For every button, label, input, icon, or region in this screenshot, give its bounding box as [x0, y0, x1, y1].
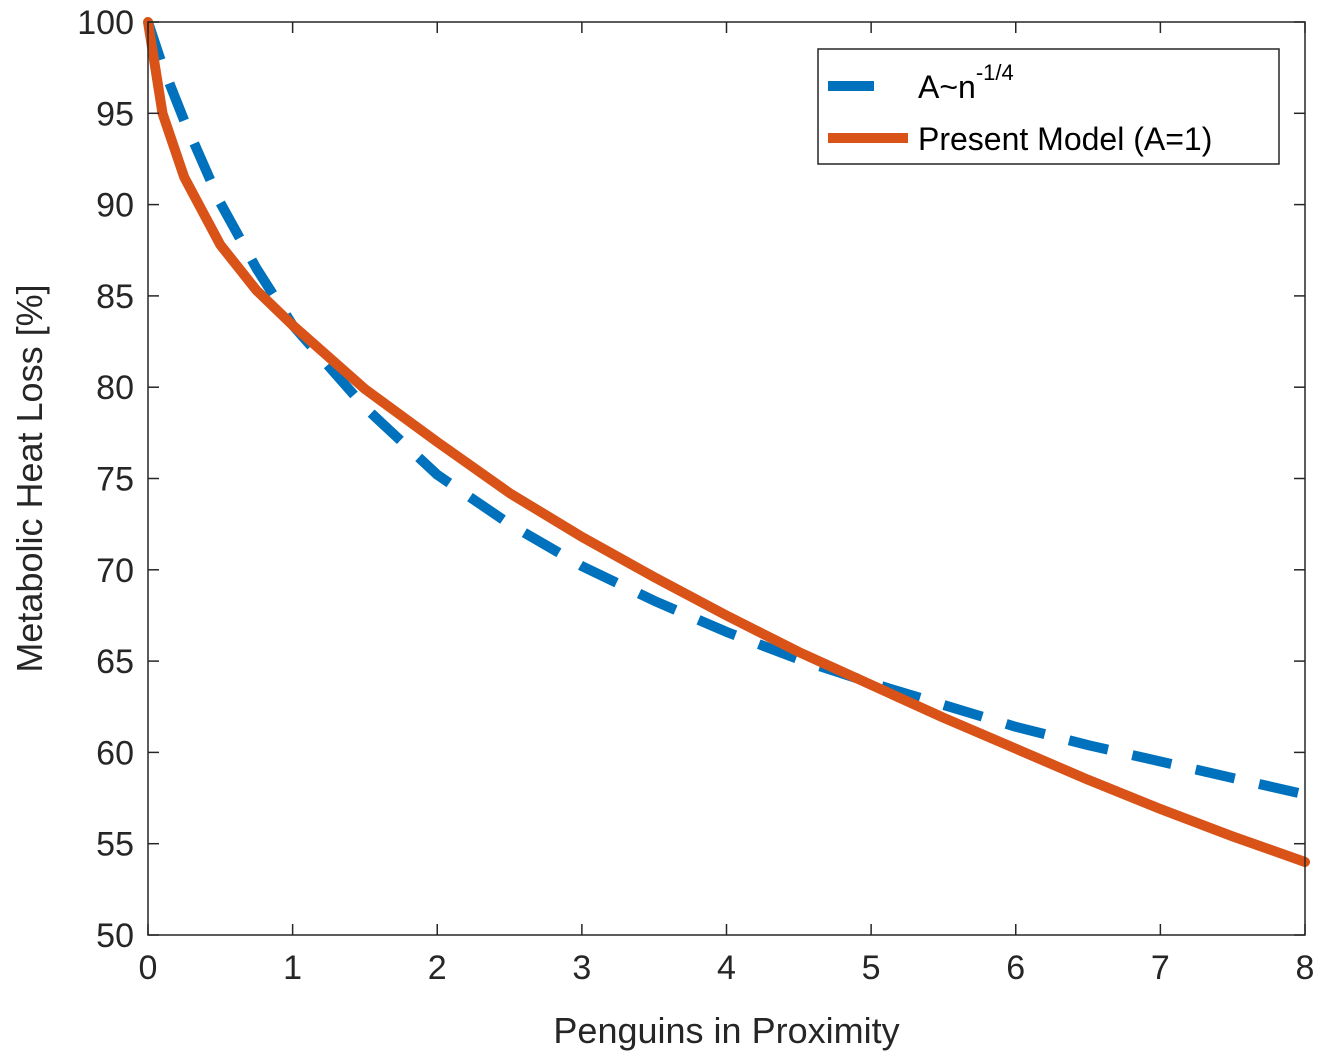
y-tick-label: 55 [96, 826, 134, 864]
tick-layer: 0 1 2 3 4 5 6 7 8 50 55 60 65 70 75 80 85 90 95 100 [77, 4, 1314, 987]
x-tick-label: 6 [1006, 949, 1025, 987]
x-tick-label: 1 [283, 949, 302, 987]
legend-label-superscript: -1/4 [976, 60, 1014, 85]
y-axis-title: Metabolic Heat Loss [%] [9, 284, 50, 672]
x-axis-title: Penguins in Proximity [553, 1010, 899, 1051]
y-tick-label: 95 [96, 95, 134, 133]
series-line-power-law [143, 20, 1307, 800]
y-tick-label: 70 [96, 552, 134, 590]
x-tick-label: 3 [572, 949, 591, 987]
y-tick-label: 85 [96, 278, 134, 316]
x-tick-label: 2 [428, 949, 447, 987]
legend-box [817, 48, 1280, 165]
y-tick-label: 100 [77, 4, 134, 42]
x-tick-label: 5 [862, 949, 881, 987]
y-tick-label: 65 [96, 643, 134, 681]
y-tick-label: 75 [96, 461, 134, 499]
y-tick-label: 50 [96, 917, 134, 955]
series-line-present-model [143, 17, 1310, 867]
x-tick-label: 7 [1151, 949, 1170, 987]
y-tick-label: 80 [96, 369, 134, 407]
x-tick-label: 8 [1296, 949, 1315, 987]
x-tick-label: 0 [139, 949, 158, 987]
y-tick-label: 90 [96, 187, 134, 225]
y-tick-label: 60 [96, 734, 134, 772]
series-layer [143, 17, 1310, 867]
legend-label: Present Model (A=1) [918, 121, 1212, 157]
x-tick-label: 4 [717, 949, 736, 987]
